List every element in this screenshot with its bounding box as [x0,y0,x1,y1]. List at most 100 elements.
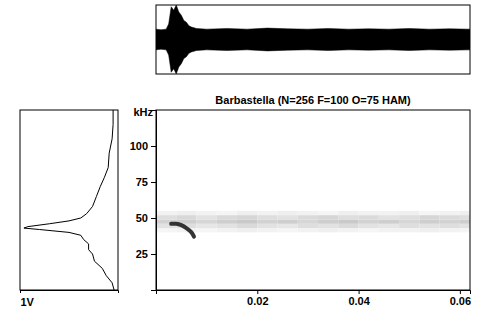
plot-area [156,211,470,237]
heatmap-cell [237,211,257,215]
axis: 1V [21,290,119,308]
tick-label: 0.04 [348,295,370,307]
tick-label: 50 [136,212,148,224]
tick-mark [151,218,156,219]
plot-area [156,5,470,74]
figure: 1V0.020.040.06255075100kHzBarbastella (N… [0,0,481,322]
heatmap-cell [359,228,379,232]
heatmap-cell [338,211,358,215]
heatmap-cell [257,219,277,223]
tick: 0.04 [348,290,370,307]
heatmap-cell [419,224,439,228]
tick-mark [151,146,156,147]
tick-label: 100 [130,140,148,152]
heatmap-cell [379,215,399,219]
tick: 25 [136,248,156,260]
heatmap-cell [298,215,318,219]
heatmap-cell [278,211,298,215]
heatmap-cell [440,219,460,223]
heatmap-cell [156,228,176,232]
heatmap-cell [379,224,399,228]
heatmap-cell [278,228,298,232]
heatmap-cell [278,219,298,223]
heatmap-cell [379,211,399,215]
heatmap-cell [237,224,257,228]
heatmap-cell [460,219,470,223]
heatmap-cell [399,211,419,215]
heatmap-cell [399,215,419,219]
heatmap-cell [197,211,217,215]
heatmap-cell [440,224,460,228]
heatmap-cell [298,219,318,223]
heatmap-cell [379,228,399,232]
heatmap-cell [460,215,470,219]
heatmap-cell [399,224,419,228]
tick: 100 [130,140,156,152]
heatmap-cell [419,211,439,215]
heatmap-cell [197,219,217,223]
heatmap-cell [318,228,338,232]
heatmap-cell [197,215,217,219]
heatmap-cell [217,219,237,223]
tick-mark [460,290,461,294]
axis-line [21,291,119,294]
heatmap-cell [419,219,439,223]
tick-mark [151,254,156,255]
plot-frame [156,5,470,74]
tick-label: 75 [136,176,148,188]
axis: 0.02 0.04 0.06 [157,290,472,307]
heatmap-cell [419,228,439,232]
axis-title: kHz [133,106,153,118]
tick: 75 [136,176,156,188]
heatmap-cell [359,219,379,223]
tick-label: 25 [136,248,148,260]
heatmap-cell [399,228,419,232]
heatmap-cell [217,215,237,219]
tick-label: 0.06 [450,295,471,307]
plot-area [24,110,114,290]
heatmap-cell [460,224,470,228]
heatmap-cell [298,228,318,232]
heatmap-cell [237,219,257,223]
tick-mark [151,182,156,183]
heatmap-cell [217,228,237,232]
heatmap-cell [440,215,460,219]
heatmap-cell [176,211,196,215]
heatmap-cell [156,215,176,219]
heatmap-cell [217,224,237,228]
heatmap-cell [440,211,460,215]
heatmap-cell [338,215,358,219]
heatmap-cell [257,228,277,232]
plot-frame [156,110,470,290]
heatmap-cell [359,211,379,215]
heatmap [156,211,470,233]
heatmap-cell [278,215,298,219]
heatmap-cell [257,224,277,228]
heatmap-cell [318,211,338,215]
heatmap-cell [460,228,470,232]
axis-line [151,111,157,291]
heatmap-cell [257,211,277,215]
heatmap-cell [176,215,196,219]
heatmap-cell [237,228,257,232]
axis: 25 50 75 100 [130,111,157,291]
plot-frame [20,110,118,290]
heatmap-cell [318,219,338,223]
heatmap-cell [237,215,257,219]
tick-mark [20,290,21,293]
tick-label: 1V [21,296,35,308]
heatmap-cell [318,215,338,219]
heatmap-cell [338,224,358,228]
heatmap-cell [419,215,439,219]
heatmap-cell [156,211,176,215]
heatmap-cell [257,215,277,219]
spectrum-line [24,110,114,290]
heatmap-cell [379,219,399,223]
tick: 0.06 [450,290,471,307]
tick-label: 0.02 [247,295,268,307]
tick-mark [257,290,258,294]
tick-mark [359,290,360,294]
heatmap-cell [399,219,419,223]
tick: 0.02 [247,290,268,307]
heatmap-cell [197,224,217,228]
